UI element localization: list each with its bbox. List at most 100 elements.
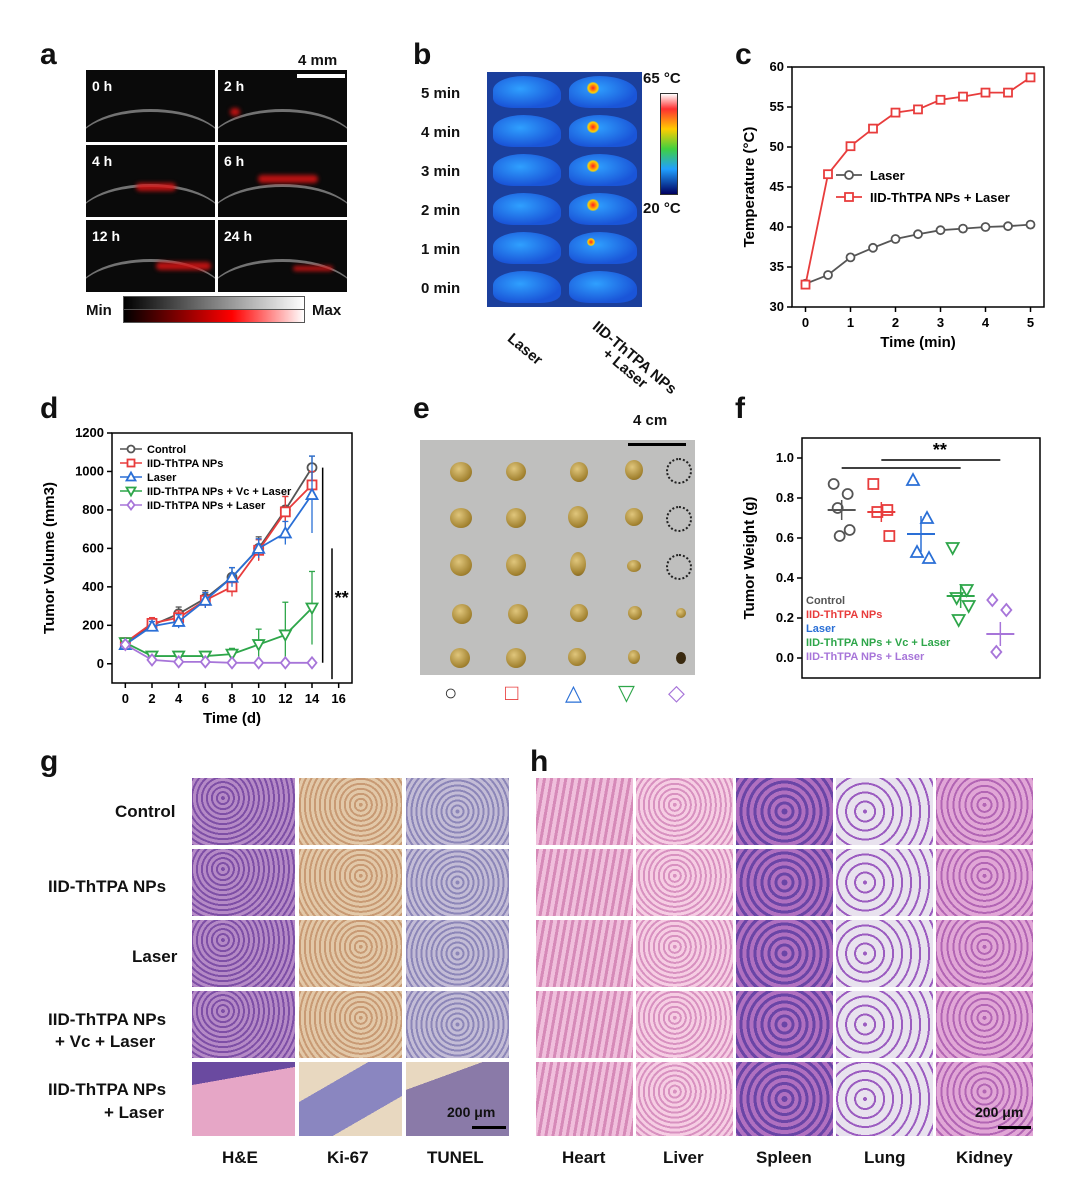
x-tick-label: 4 [175,691,183,706]
data-point [844,170,854,180]
legend-label: IID-ThTPA NPs [806,609,882,621]
tumor-volume-chart: 0 2 4 6 8 10 12 14 16 0 200 400 600 800 1000 1200 Time (… [41,425,353,727]
symbol-np-vc-laser: ▽ [618,680,635,705]
data-point [867,478,880,490]
tumor-weight-chart: 0.0 0.2 0.4 0.6 0.8 1.0 Tumor Weight (g) Contro… [741,437,1041,679]
data-point [126,444,136,454]
row-label-g: IID-ThTPA NPs [48,877,167,896]
y-tick-label: 200 [82,617,104,632]
col-label-laser: Laser [504,330,546,369]
row-label-g: IID-ThTPA NPs [48,1080,167,1099]
colorbar-min-label: Min [86,302,112,319]
us-tile: 6 h [218,145,347,217]
time-label: 6 h [224,153,245,169]
thermal-cbar-high: 65 °C [643,70,681,87]
data-point [251,541,266,554]
histology-tile [736,1062,833,1136]
data-point [845,252,856,263]
us-tile: 24 h [218,220,347,292]
us-tile: 4 h [86,145,215,217]
data-point [124,486,138,498]
legend-label: IID-ThTPA NPs + Laser [806,651,925,663]
histology-tile [299,849,402,916]
data-point [935,94,946,105]
row-label-g: Laser [132,947,178,966]
histology-tile [836,849,933,916]
y-tick-label: 400 [82,579,104,594]
legend-label: IID-ThTPA NPs + Laser [147,500,266,512]
legend-label: Laser [870,168,905,183]
data-point [841,488,854,500]
panel-letter-a: a [40,38,57,71]
data-point [146,653,158,667]
legend-label: Control [806,595,845,607]
data-point [278,525,293,539]
time-label-b: 4 min [421,124,461,141]
data-point [278,629,293,643]
y-tick-label: 0.8 [776,490,794,505]
data-point [304,487,320,500]
us-tile: 0 h [86,70,215,142]
data-point [253,655,265,670]
histology-tile [299,991,402,1058]
y-tick-label: 45 [770,179,784,194]
histology-tile [192,849,295,916]
x-tick-label: 1 [847,315,854,330]
time-label: 24 h [224,228,253,244]
x-tick-label: 2 [148,691,155,706]
y-tick-label: 35 [770,259,784,274]
time-label-b: 3 min [421,163,461,180]
histology-tile [736,778,833,845]
histology-tile [736,849,833,916]
x-tick-label: 14 [305,691,320,706]
data-point [980,222,991,232]
histology-tile [299,920,402,987]
colorbar-max-label: Max [312,302,342,319]
histology-tile [536,849,633,916]
data-point [1025,219,1036,230]
x-tick-label: 2 [892,315,899,330]
data-point [890,107,901,118]
histology-tile [192,920,295,987]
symbol-np-laser: ◇ [668,680,685,705]
histology-tile [836,1062,933,1136]
data-point [980,87,991,98]
data-point [1003,221,1013,232]
data-point [843,524,856,536]
y-tick-label: 0.0 [776,650,794,665]
symbol-np: □ [505,680,519,705]
data-point [951,614,967,628]
data-point [800,279,811,290]
data-point [823,270,833,280]
histology-tile [636,849,733,916]
data-point [833,530,846,542]
panel-letter-c: c [735,38,752,71]
data-point [171,614,186,627]
histology-tile [836,778,933,845]
data-point [224,569,240,583]
data-point [990,644,1003,660]
data-point [921,550,937,564]
data-point [119,637,131,652]
data-point [883,530,896,542]
data-point [144,618,160,632]
histology-tile [192,1062,295,1136]
time-label: 2 h [224,78,245,94]
data-point [881,504,894,516]
histology-tile [406,778,509,845]
time-label-b: 2 min [421,202,461,219]
data-point [868,123,878,134]
x-tick-label: 0 [802,315,809,330]
histology-tile [636,991,733,1058]
col-label-h: Kidney [956,1148,1013,1167]
time-label: 4 h [92,153,113,169]
x-axis-label: Time (min) [880,334,956,351]
x-tick-label: 10 [251,691,265,706]
scale-label-g: 200 μm [447,1104,496,1120]
y-tick-label: 1000 [75,463,104,478]
data-point [224,648,240,662]
data-point [126,458,136,468]
grayscale-colorbar [123,296,305,310]
y-tick-label: 0 [97,656,104,671]
panel-letter-f: f [735,392,745,425]
